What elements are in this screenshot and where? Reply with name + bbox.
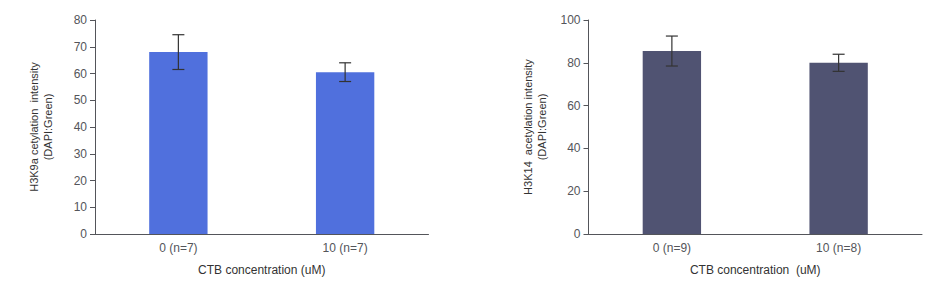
svg-text:70: 70 [74,40,88,54]
svg-text:0: 0 [80,227,87,241]
svg-text:20: 20 [567,184,581,198]
svg-text:10 (n=7): 10 (n=7) [323,241,368,255]
svg-text:50: 50 [74,93,88,107]
svg-text:20: 20 [74,174,88,188]
svg-text:(DAPI:Green): (DAPI:Green) [536,94,548,161]
svg-text:30: 30 [74,147,88,161]
svg-text:H3K9a cetylation intensity: H3K9a cetylation intensity [28,62,40,192]
svg-text:CTB concentration (uM): CTB concentration (uM) [690,263,821,277]
svg-text:100: 100 [560,13,580,27]
svg-text:60: 60 [74,67,88,81]
svg-text:0 (n=7): 0 (n=7) [159,241,197,255]
svg-text:0 (n=9): 0 (n=9) [653,241,691,255]
svg-text:CTB concentration (uM): CTB concentration (uM) [198,263,325,277]
svg-text:10 (n=8): 10 (n=8) [816,241,861,255]
svg-text:40: 40 [567,141,581,155]
svg-text:H3K14 acetylation intensity: H3K14 acetylation intensity [522,59,534,195]
svg-text:60: 60 [567,99,581,113]
svg-text:(DAPI:Green): (DAPI:Green) [42,94,54,161]
svg-text:40: 40 [74,120,88,134]
svg-text:10: 10 [74,200,88,214]
svg-text:80: 80 [567,56,581,70]
svg-text:0: 0 [574,227,581,241]
svg-text:80: 80 [74,13,88,27]
